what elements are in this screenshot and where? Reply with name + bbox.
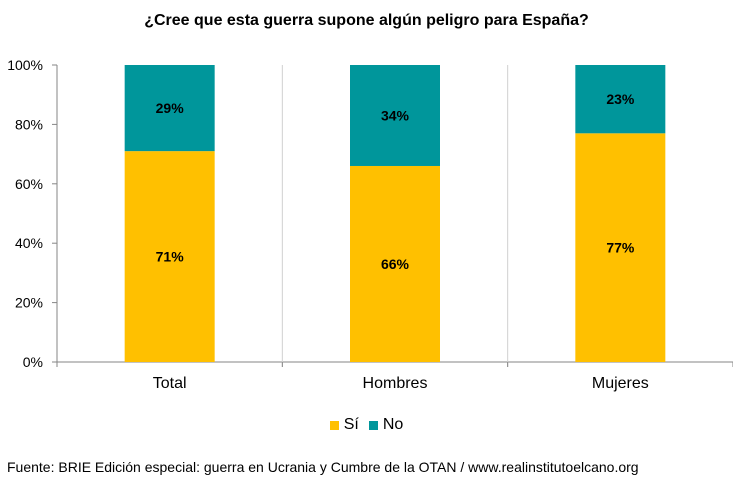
bar-hombres-no [350,65,440,166]
data-label: 66% [381,256,410,272]
data-label: 34% [381,107,410,123]
chart-title: ¿Cree que esta guerra supone algún pelig… [144,12,589,29]
legend: Sí No [0,416,733,434]
y-tick-label: 0% [23,354,43,370]
data-label: 77% [606,240,635,256]
legend-item-no: No [368,416,404,434]
x-tick-label: Mujeres [592,375,649,392]
data-label: 29% [156,100,185,116]
stacked-bar-chart: 0% 20% 40% 60% 80% 100% 71% 29% Total 66% 34% Hombr… [7,57,733,392]
bar-total-no [124,65,215,152]
bar-total-si [124,151,215,362]
source-note: Fuente: BRIE Edición especial: guerra en… [7,459,639,475]
bar-mujeres-si [575,133,666,362]
data-label: 71% [156,249,185,265]
data-label: 23% [606,91,635,107]
legend-swatch-si [329,420,339,430]
legend-swatch-no [368,420,378,430]
bar-hombres-si [350,165,440,362]
y-tick-label: 80% [15,116,43,132]
legend-item-si: Sí [329,416,359,434]
y-tick-label: 20% [15,295,43,311]
y-tick-label: 40% [15,235,43,251]
x-tick-label: Hombres [363,375,428,392]
y-tick-label: 60% [15,176,43,192]
legend-label-si: Sí [343,416,359,433]
bar-mujeres-no [575,65,666,134]
x-tick-label: Total [153,375,187,392]
legend-label-no: No [382,416,404,433]
y-tick-label: 100% [7,57,43,73]
